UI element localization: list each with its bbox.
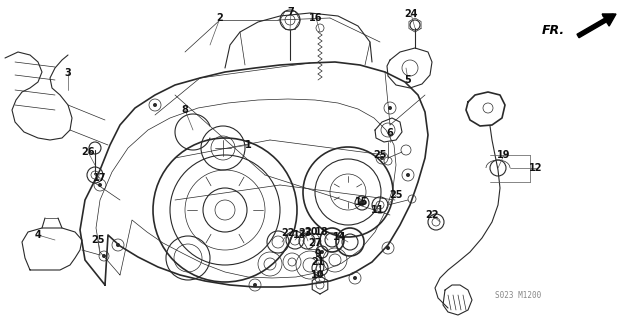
Circle shape (320, 250, 324, 254)
Text: 11: 11 (371, 205, 385, 215)
Circle shape (386, 246, 390, 250)
Text: 5: 5 (404, 75, 412, 85)
Text: S023 M1200: S023 M1200 (495, 291, 541, 300)
Text: 7: 7 (287, 7, 294, 17)
Text: 12: 12 (529, 163, 543, 173)
Text: 24: 24 (404, 9, 418, 19)
Text: 18: 18 (315, 227, 329, 237)
Text: 22: 22 (425, 210, 439, 220)
Text: 8: 8 (182, 105, 188, 115)
Text: 25: 25 (373, 150, 387, 160)
Circle shape (406, 173, 410, 177)
Text: 9: 9 (315, 249, 321, 259)
Text: 1: 1 (244, 140, 252, 150)
Text: 13: 13 (293, 230, 307, 240)
Text: 16: 16 (309, 13, 323, 23)
Text: FR.: FR. (542, 24, 565, 36)
Circle shape (153, 103, 157, 107)
Text: 25: 25 (389, 190, 403, 200)
Text: 4: 4 (35, 230, 42, 240)
Circle shape (116, 243, 120, 247)
Circle shape (253, 283, 257, 287)
Text: 25: 25 (92, 235, 105, 245)
Text: 14: 14 (333, 232, 347, 242)
Text: 10: 10 (311, 270, 324, 280)
Text: 6: 6 (387, 128, 394, 138)
Text: 23: 23 (298, 228, 312, 238)
Circle shape (359, 200, 365, 206)
Text: 3: 3 (65, 68, 72, 78)
Text: 15: 15 (355, 197, 369, 207)
Circle shape (388, 106, 392, 110)
Circle shape (102, 254, 106, 258)
Circle shape (98, 183, 102, 187)
FancyArrow shape (577, 14, 616, 38)
Text: 17: 17 (93, 173, 107, 183)
Text: 21: 21 (311, 257, 324, 267)
Text: 19: 19 (497, 150, 511, 160)
Circle shape (353, 276, 357, 280)
Text: 22: 22 (281, 228, 295, 238)
Text: 27: 27 (308, 238, 322, 248)
Circle shape (380, 156, 384, 160)
Text: 20: 20 (304, 227, 317, 237)
Text: 26: 26 (81, 147, 95, 157)
Text: 2: 2 (216, 13, 223, 23)
